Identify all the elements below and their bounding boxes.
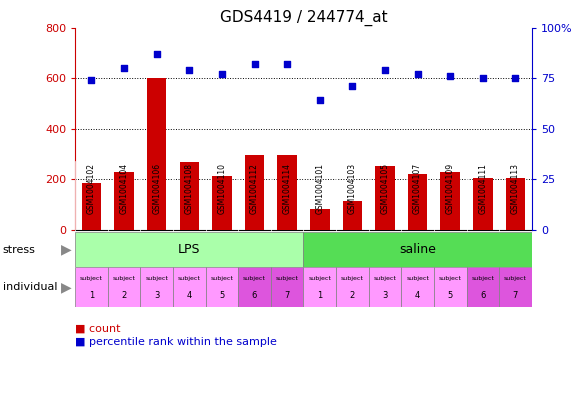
Text: 5: 5 bbox=[219, 291, 224, 300]
Bar bbox=[206, 267, 238, 307]
Bar bbox=[336, 267, 369, 307]
Text: GSM1004114: GSM1004114 bbox=[283, 163, 292, 214]
Text: GSM1004108: GSM1004108 bbox=[185, 163, 194, 214]
Text: 5: 5 bbox=[447, 291, 453, 300]
Text: GSM1004102: GSM1004102 bbox=[87, 163, 96, 214]
Text: subject: subject bbox=[243, 276, 266, 281]
Text: GSM1004110: GSM1004110 bbox=[217, 163, 227, 214]
Text: subject: subject bbox=[210, 276, 234, 281]
Text: 7: 7 bbox=[284, 291, 290, 300]
Text: GSM1004103: GSM1004103 bbox=[348, 163, 357, 214]
Text: 2: 2 bbox=[121, 291, 127, 300]
Text: subject: subject bbox=[80, 276, 103, 281]
Text: subject: subject bbox=[504, 276, 527, 281]
Point bbox=[185, 67, 194, 73]
Text: 7: 7 bbox=[513, 291, 518, 300]
Point bbox=[511, 75, 520, 81]
Text: individual: individual bbox=[3, 282, 57, 292]
Text: LPS: LPS bbox=[178, 243, 201, 256]
Bar bbox=[180, 162, 199, 230]
Point bbox=[250, 61, 259, 67]
Text: subject: subject bbox=[406, 276, 429, 281]
Bar bbox=[434, 267, 466, 307]
Bar bbox=[303, 267, 336, 307]
Bar bbox=[140, 267, 173, 307]
Text: 1: 1 bbox=[89, 291, 94, 300]
Text: 2: 2 bbox=[350, 291, 355, 300]
Text: 1: 1 bbox=[317, 291, 323, 300]
Text: 6: 6 bbox=[252, 291, 257, 300]
Text: subject: subject bbox=[178, 276, 201, 281]
Bar bbox=[499, 267, 532, 307]
Text: subject: subject bbox=[373, 276, 397, 281]
Bar bbox=[271, 267, 303, 307]
Text: 3: 3 bbox=[382, 291, 388, 300]
Text: subject: subject bbox=[341, 276, 364, 281]
Text: GSM1004109: GSM1004109 bbox=[446, 163, 455, 214]
Text: GSM1004101: GSM1004101 bbox=[315, 163, 324, 214]
Text: 6: 6 bbox=[480, 291, 486, 300]
Title: GDS4419 / 244774_at: GDS4419 / 244774_at bbox=[220, 10, 387, 26]
Point bbox=[87, 77, 96, 83]
Point bbox=[217, 71, 227, 77]
Text: GSM1004104: GSM1004104 bbox=[120, 163, 128, 214]
Bar bbox=[343, 201, 362, 230]
Text: subject: subject bbox=[276, 276, 299, 281]
Point bbox=[413, 71, 422, 77]
Text: subject: subject bbox=[472, 276, 494, 281]
Point bbox=[315, 97, 324, 103]
Bar bbox=[108, 267, 140, 307]
Bar bbox=[401, 267, 434, 307]
Point bbox=[152, 51, 161, 57]
Bar bbox=[310, 209, 329, 230]
Text: 4: 4 bbox=[187, 291, 192, 300]
Bar bbox=[147, 78, 166, 230]
Text: GSM1004112: GSM1004112 bbox=[250, 163, 259, 214]
Bar bbox=[277, 155, 297, 230]
Text: 3: 3 bbox=[154, 291, 160, 300]
Text: ▶: ▶ bbox=[61, 242, 72, 257]
Text: 4: 4 bbox=[415, 291, 420, 300]
Bar bbox=[238, 267, 271, 307]
Point bbox=[478, 75, 487, 81]
Bar bbox=[466, 267, 499, 307]
Text: GSM1004113: GSM1004113 bbox=[511, 163, 520, 214]
Bar bbox=[506, 178, 525, 230]
Point bbox=[380, 67, 390, 73]
Text: subject: subject bbox=[145, 276, 168, 281]
Text: stress: stress bbox=[3, 244, 36, 255]
Text: GSM1004106: GSM1004106 bbox=[152, 163, 161, 214]
Text: subject: subject bbox=[113, 276, 135, 281]
Text: subject: subject bbox=[308, 276, 331, 281]
Text: GSM1004107: GSM1004107 bbox=[413, 163, 422, 214]
Point bbox=[283, 61, 292, 67]
Text: subject: subject bbox=[439, 276, 462, 281]
Bar bbox=[244, 154, 264, 230]
Bar bbox=[473, 178, 492, 230]
Bar bbox=[408, 174, 427, 230]
Point bbox=[348, 83, 357, 89]
Text: GSM1004105: GSM1004105 bbox=[380, 163, 390, 214]
Bar bbox=[114, 172, 134, 230]
Bar bbox=[369, 267, 401, 307]
Text: GSM1004111: GSM1004111 bbox=[479, 163, 487, 214]
Point bbox=[446, 73, 455, 79]
Bar bbox=[375, 166, 395, 230]
Bar bbox=[212, 176, 232, 230]
Bar bbox=[81, 183, 101, 230]
Text: saline: saline bbox=[399, 243, 436, 256]
Bar bbox=[303, 232, 532, 267]
Text: ■ percentile rank within the sample: ■ percentile rank within the sample bbox=[75, 337, 277, 347]
Bar bbox=[440, 172, 460, 230]
Bar bbox=[75, 232, 303, 267]
Text: ■ count: ■ count bbox=[75, 323, 121, 333]
Bar bbox=[173, 267, 206, 307]
Bar bbox=[75, 267, 108, 307]
Point bbox=[120, 65, 129, 71]
Text: ▶: ▶ bbox=[61, 280, 72, 294]
